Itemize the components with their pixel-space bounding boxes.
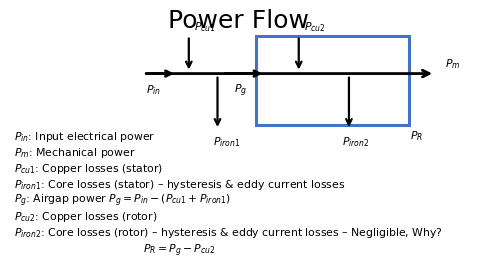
Text: $P_{cu2}$: $P_{cu2}$ (304, 21, 325, 34)
Text: $P_{in}$: $P_{in}$ (146, 83, 161, 97)
Text: $P_m$: Mechanical power: $P_m$: Mechanical power (14, 146, 136, 160)
Text: $P_{in}$: Input electrical power: $P_{in}$: Input electrical power (14, 130, 156, 144)
Bar (256, 36, 409, 125)
Text: $P_{cu1}$: Copper losses (stator): $P_{cu1}$: Copper losses (stator) (14, 162, 163, 176)
Text: $P_g$: Airgap power $P_g = P_{in} - (P_{cu1} + P_{iron1})$: $P_g$: Airgap power $P_g = P_{in} - (P_{… (14, 193, 231, 209)
Text: Power Flow: Power Flow (169, 9, 309, 33)
Text: $P_{iron1}$: $P_{iron1}$ (213, 136, 240, 150)
Text: $P_{iron2}$: $P_{iron2}$ (342, 136, 369, 150)
Text: $P_g$: $P_g$ (234, 83, 247, 99)
Text: $P_{iron1}$: Core losses (stator) – hysteresis & eddy current losses: $P_{iron1}$: Core losses (stator) – hyst… (14, 178, 346, 192)
Text: $P_R$: $P_R$ (410, 129, 423, 143)
Text: $P_{cu1}$: $P_{cu1}$ (194, 21, 215, 34)
Text: $P_{iron2}$: Core losses (rotor) – hysteresis & eddy current losses – Negligible: $P_{iron2}$: Core losses (rotor) – hyste… (14, 226, 443, 240)
Text: $P_R = P_g - P_{cu2}$: $P_R = P_g - P_{cu2}$ (143, 242, 216, 259)
Text: $P_{cu2}$: Copper losses (rotor): $P_{cu2}$: Copper losses (rotor) (14, 210, 158, 224)
Text: $P_m$: $P_m$ (445, 58, 460, 71)
